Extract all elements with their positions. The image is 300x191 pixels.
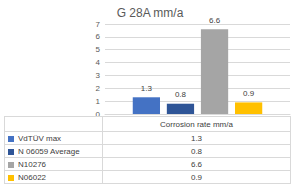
svg-text:6: 6 (96, 32, 101, 41)
html-text:N 06059 Average: N 06059 Average (18, 146, 80, 156)
svg-text:5: 5 (96, 45, 101, 54)
html-text:0.8: 0.8 (190, 146, 203, 156)
svg-text:6.6: 6.6 (209, 16, 221, 25)
html-text:Corrosion rate mm/a: Corrosion rate mm/a (160, 119, 233, 129)
html-text:0.9: 0.9 (190, 172, 203, 182)
svg-text:0.8: 0.8 (175, 90, 187, 99)
svg-text:3: 3 (96, 71, 101, 80)
svg-text:0.9: 0.9 (243, 89, 255, 98)
html-text:6.6: 6.6 (190, 159, 203, 169)
svg-text:2: 2 (96, 84, 101, 93)
svg-text:4: 4 (96, 58, 101, 67)
svg-text:1: 1 (96, 97, 101, 106)
svg-text:7: 7 (96, 20, 101, 29)
html-text:VdTÜV max: VdTÜV max (18, 133, 62, 143)
html-text:N06022: N06022 (18, 172, 46, 182)
html-text:N10276: N10276 (18, 159, 46, 169)
html-text:1.3: 1.3 (190, 133, 203, 143)
svg-text:1.3: 1.3 (141, 84, 153, 93)
svg-text:G 28A mm/a: G 28A mm/a (117, 6, 184, 20)
